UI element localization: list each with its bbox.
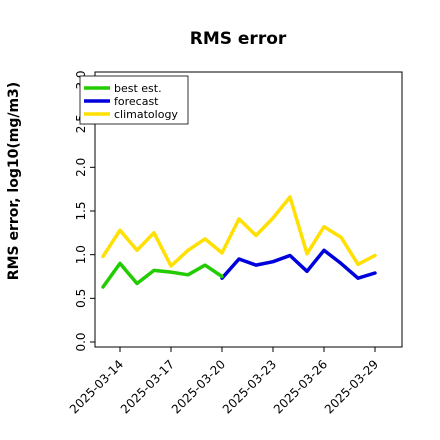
y-tick-label: 1.5 (74, 201, 88, 220)
y-tick-label: 0.0 (74, 332, 88, 351)
series-line-forecast (220, 248, 377, 280)
y-tick-label: 2.0 (74, 158, 88, 177)
x-tick-label: 2025-03-29 (322, 357, 381, 416)
y-tick-label: 0.5 (74, 289, 88, 308)
legend-label-climatology: climatology (114, 108, 178, 121)
x-tick-label: 2025-03-26 (271, 357, 330, 416)
series-line-best-est (101, 261, 224, 289)
series-layer (101, 195, 377, 289)
x-tick-label: 2025-03-17 (118, 357, 177, 416)
chart-title: RMS error (190, 29, 287, 49)
plot-area (94, 71, 403, 348)
legend-label-forecast: forecast (114, 95, 159, 108)
x-axis: 2025-03-142025-03-172025-03-202025-03-23… (67, 347, 381, 416)
x-tick-label: 2025-03-23 (220, 357, 279, 416)
y-axis-label: RMS error, log10(mg/m3) (6, 82, 22, 280)
x-tick-label: 2025-03-14 (67, 357, 126, 416)
series-line-climatology (101, 195, 377, 268)
y-tick-label: 1.0 (74, 245, 88, 264)
x-tick-label: 2025-03-20 (169, 357, 228, 416)
legend-label-best-est: best est. (114, 82, 162, 95)
legend: best est. forecast climatology (79, 75, 189, 125)
